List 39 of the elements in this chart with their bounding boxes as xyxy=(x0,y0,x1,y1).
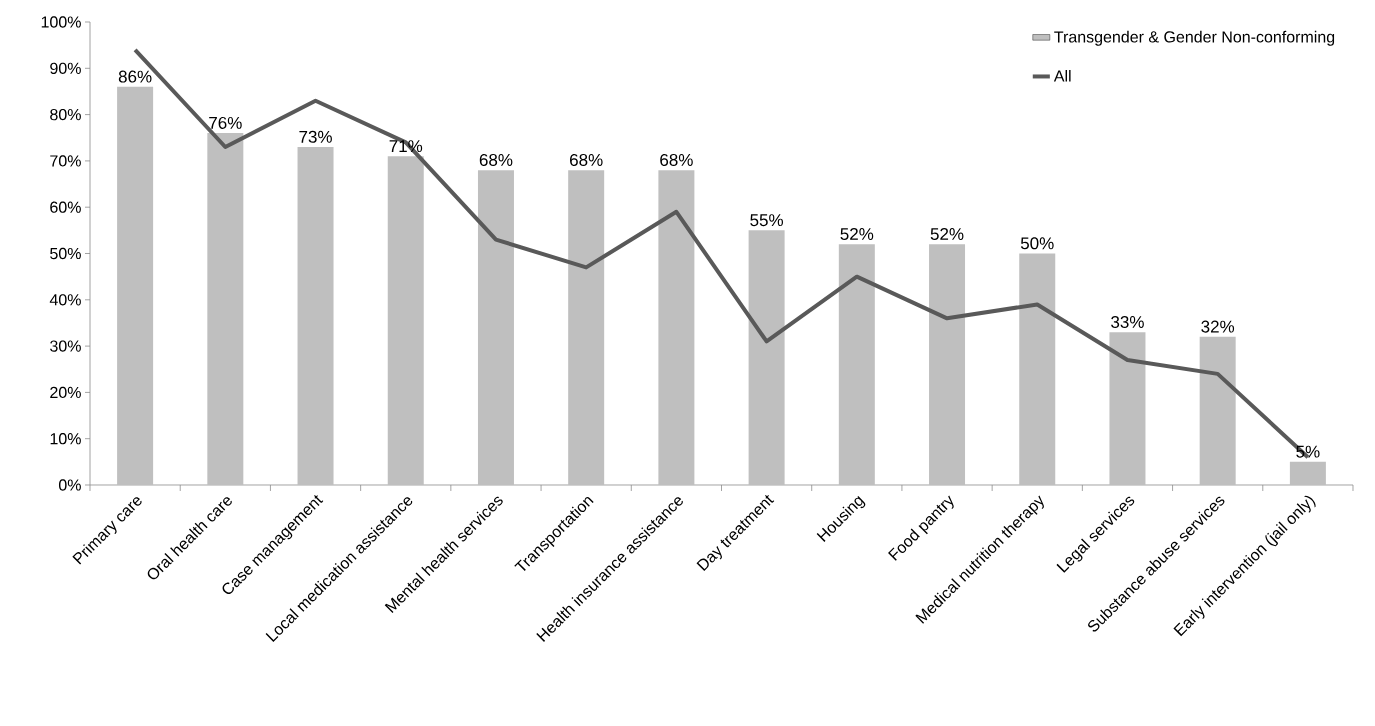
y-tick-label: 70% xyxy=(50,155,81,167)
bar xyxy=(117,86,154,485)
y-tick-label: 40% xyxy=(49,294,81,306)
data-label: 33% xyxy=(1111,315,1144,329)
bar xyxy=(1289,461,1326,485)
bar xyxy=(929,244,966,485)
y-tick-label: 100% xyxy=(41,16,81,28)
data-label: 52% xyxy=(840,228,874,241)
data-label: 73% xyxy=(299,130,332,143)
data-label: 68% xyxy=(479,153,513,166)
data-label: 55% xyxy=(750,214,784,227)
y-tick-label: 60% xyxy=(50,201,81,213)
bar xyxy=(568,170,605,485)
data-label: 52% xyxy=(930,228,964,241)
y-tick-label: 50% xyxy=(50,247,81,260)
bar xyxy=(387,156,424,485)
bar xyxy=(477,170,514,485)
data-label: 50% xyxy=(1020,237,1054,250)
legend-label: Transgender & Gender Non-conforming xyxy=(1054,30,1335,46)
bar xyxy=(1199,336,1236,485)
y-tick-label: 0% xyxy=(58,479,81,491)
y-tick-label: 20% xyxy=(50,386,81,399)
y-tick-label: 80% xyxy=(50,108,81,121)
data-label: 32% xyxy=(1201,320,1235,333)
bar xyxy=(207,133,244,485)
bar xyxy=(1019,253,1056,485)
y-tick-label: 10% xyxy=(50,433,81,445)
bar xyxy=(658,170,695,485)
bar xyxy=(838,244,875,485)
bar xyxy=(1109,332,1146,485)
data-label: 68% xyxy=(660,153,693,166)
data-label: 68% xyxy=(570,153,603,166)
data-label: 76% xyxy=(209,116,242,129)
bar xyxy=(297,147,334,485)
bar xyxy=(748,230,785,485)
y-tick-label: 30% xyxy=(50,340,81,352)
y-tick-label: 90% xyxy=(50,62,81,74)
legend-label: All xyxy=(1053,69,1071,82)
data-label: 86% xyxy=(118,70,152,83)
